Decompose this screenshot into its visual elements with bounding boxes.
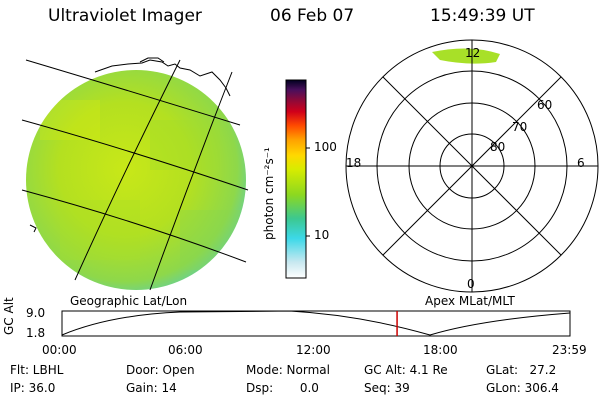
glon-status: GLon: 306.4: [486, 381, 559, 395]
dsp-status: Dsp: 0.0: [246, 381, 319, 395]
mlat-label-80: 80: [490, 140, 506, 154]
geo-panel: [21, 57, 249, 291]
mode-status: Mode: Normal: [246, 363, 330, 377]
time-label: 15:49:39 UT: [430, 6, 535, 26]
glat-status: GLat: 27.2: [486, 363, 557, 377]
orbit-xtick-2: 12:00: [296, 343, 331, 357]
instrument-title: Ultraviolet Imager: [48, 6, 202, 26]
colorbar-tick-100: 100: [314, 140, 337, 154]
door-status: Door: Open: [126, 363, 195, 377]
mlat-label-60: 60: [537, 98, 553, 112]
orbit-xtick-1: 06:00: [168, 343, 203, 357]
polar-aurora: [432, 48, 500, 64]
polar-panel-label: Apex MLat/MLT: [425, 294, 515, 308]
orbit-plot-frame: [61, 310, 571, 337]
gain-status: Gain: 14: [126, 381, 177, 395]
orbit-ylabel: GC Alt: [2, 297, 16, 335]
mlt-label-0: 0: [467, 277, 475, 291]
date-label: 06 Feb 07: [270, 6, 355, 26]
filter-status: Flt: LBHL: [10, 363, 64, 377]
gc-alt-status: GC Alt: 4.1 Re: [364, 363, 448, 377]
colorbar-gradient: [285, 79, 307, 279]
seq-status: Seq: 39: [364, 381, 410, 395]
orbit-ytick-max: 9.0: [26, 306, 46, 320]
mlat-label-70: 70: [512, 120, 528, 134]
polar-panel: [345, 39, 599, 293]
altitude-curve: [61, 310, 571, 336]
colorbar-tick-10: 10: [314, 228, 330, 242]
colorbar: [285, 79, 310, 279]
colorbar-unit-label: photon cm⁻²s⁻¹: [262, 147, 276, 240]
mlt-label-18: 18: [346, 156, 362, 170]
mlt-label-6: 6: [577, 156, 585, 170]
geo-grid: [21, 59, 249, 291]
orbit-plot: [61, 310, 571, 337]
mlt-label-12: 12: [465, 46, 481, 60]
uv-earth-disk: [26, 70, 246, 290]
orbit-xtick-3: 18:00: [423, 343, 458, 357]
orbit-xtick-4: 23:59: [552, 343, 587, 357]
coastline: [29, 57, 231, 233]
orbit-ytick-min: 1.8: [26, 326, 46, 340]
geo-panel-label: Geographic Lat/Lon: [70, 294, 188, 308]
ip-status: IP: 36.0: [10, 381, 56, 395]
orbit-xtick-0: 00:00: [42, 343, 77, 357]
